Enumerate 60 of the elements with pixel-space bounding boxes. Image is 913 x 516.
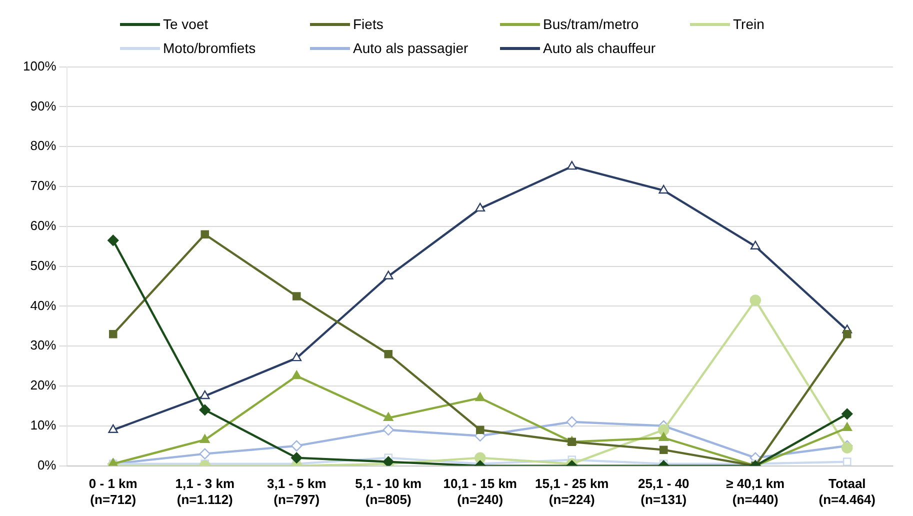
point xyxy=(750,294,761,306)
point xyxy=(475,392,486,402)
point xyxy=(474,452,486,464)
point xyxy=(842,330,852,338)
x-tick-label: 1,1 - 3 km (n=1.112) xyxy=(175,476,235,507)
point xyxy=(108,234,119,246)
point xyxy=(291,452,302,464)
point xyxy=(383,270,394,280)
x-tick-label: Totaal (n=4.464) xyxy=(818,476,876,507)
point xyxy=(292,352,302,362)
y-tick-label: 10% xyxy=(30,417,57,432)
point xyxy=(842,408,853,420)
point xyxy=(476,426,484,434)
x-tick-label: 15,1 - 25 km (n=224) xyxy=(535,476,609,507)
x-tick-label: 0 - 1 km (n=712) xyxy=(88,476,138,507)
x-tick-label: 25,1 - 40 (n=131) xyxy=(638,476,690,507)
point xyxy=(199,404,210,416)
point xyxy=(291,440,302,452)
x-tick-label: 5,1 - 10 km (n=805) xyxy=(355,476,422,507)
x-tick-label: 10,1 - 15 km (n=240) xyxy=(443,476,517,507)
y-tick-label: 50% xyxy=(30,258,57,273)
point xyxy=(658,424,670,436)
point xyxy=(842,458,852,466)
point xyxy=(842,422,852,431)
point xyxy=(566,416,578,428)
y-tick-label: 40% xyxy=(30,298,57,313)
y-tick-label: 90% xyxy=(30,98,57,114)
legend-label: Fiets xyxy=(353,16,384,32)
legend-label: Moto/bromfiets xyxy=(163,40,256,56)
point xyxy=(658,432,669,441)
legend-label: Bus/tram/metro xyxy=(543,16,639,32)
y-tick-label: 20% xyxy=(30,378,57,393)
y-tick-label: 60% xyxy=(30,218,57,233)
point xyxy=(108,330,118,338)
legend-label: Te voet xyxy=(163,16,208,32)
point xyxy=(384,350,393,358)
point xyxy=(199,448,210,460)
point xyxy=(475,202,486,212)
point xyxy=(108,424,118,433)
x-tick-label: 3,1 - 5 km (n=797) xyxy=(266,476,326,507)
point xyxy=(200,434,210,443)
point xyxy=(292,292,301,300)
y-tick-label: 80% xyxy=(30,138,57,154)
point xyxy=(659,446,668,454)
point xyxy=(658,184,669,194)
y-tick-label: 100% xyxy=(23,58,57,74)
point xyxy=(200,390,210,400)
point xyxy=(200,230,210,239)
point xyxy=(383,412,394,422)
point xyxy=(750,240,760,250)
y-tick-label: 30% xyxy=(30,338,57,353)
point xyxy=(566,160,577,170)
y-tick-label: 70% xyxy=(30,178,57,194)
point xyxy=(382,424,394,436)
y-tick-label: 0% xyxy=(37,457,57,472)
legend-label: Auto als passagier xyxy=(353,40,468,56)
point xyxy=(292,370,302,380)
x-tick-label: ≥ 40,1 km (n=440) xyxy=(726,476,785,507)
legend-label: Trein xyxy=(733,16,764,32)
legend-label: Auto als chauffeur xyxy=(543,40,656,56)
